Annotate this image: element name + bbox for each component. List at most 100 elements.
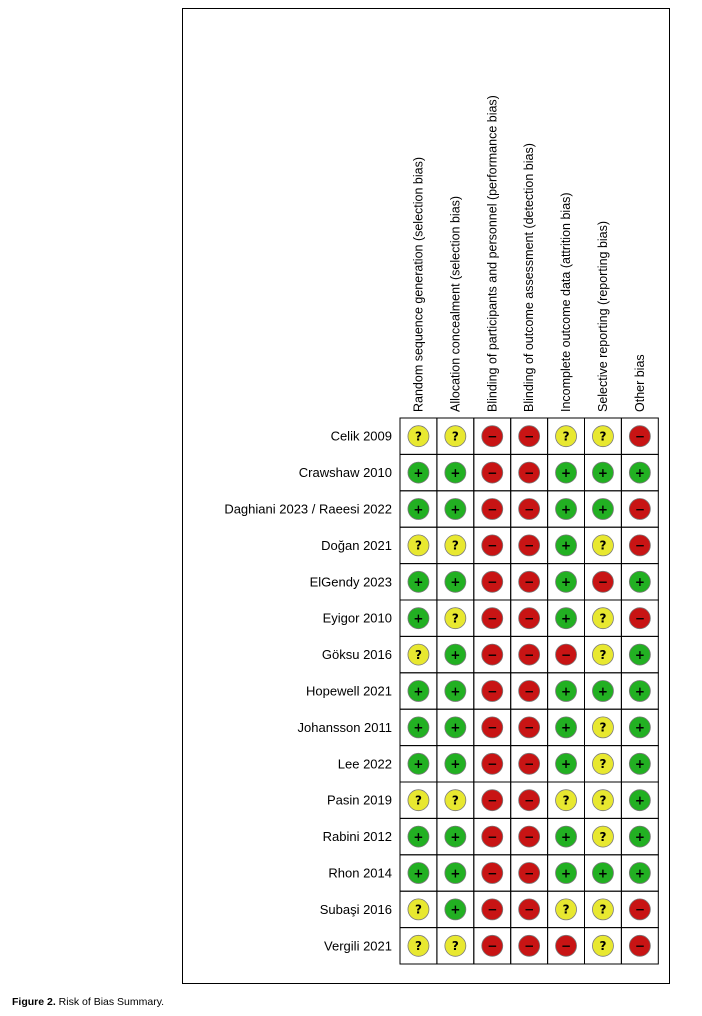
rating-unclear-circle: [444, 534, 467, 557]
rating-high-circle: [481, 716, 504, 739]
rating-unclear-circle: [592, 752, 614, 775]
rating-low-circle: [592, 498, 614, 520]
rating-high-symbol: −: [524, 757, 534, 771]
rating-low-symbol: +: [598, 502, 608, 516]
rating-high-circle: [555, 934, 577, 957]
rating-low-symbol: +: [561, 684, 571, 698]
rating-low-symbol: +: [561, 539, 571, 553]
rating-low-symbol: +: [413, 575, 423, 589]
rating-low-circle: [555, 534, 577, 557]
study-label: Lee 2022: [338, 756, 392, 771]
rating-low-symbol: +: [450, 903, 460, 917]
rating-unclear-symbol: ?: [599, 757, 606, 771]
rating-unclear-symbol: ?: [452, 539, 459, 553]
rating-low-circle: [407, 570, 430, 593]
rating-low-symbol: +: [413, 612, 423, 626]
rating-low-circle: [407, 498, 430, 520]
rating-low-symbol: +: [413, 466, 423, 480]
rating-high-symbol: −: [487, 903, 497, 917]
rating-unclear-circle: [555, 789, 577, 812]
rating-high-circle: [518, 570, 541, 593]
rating-high-symbol: −: [635, 502, 645, 516]
rating-high-circle: [481, 461, 504, 484]
rating-high-symbol: −: [524, 721, 534, 735]
rating-high-symbol: −: [487, 757, 497, 771]
rating-low-symbol: +: [450, 866, 460, 880]
rating-low-symbol: +: [413, 830, 423, 844]
rating-high-symbol: −: [524, 794, 534, 808]
rating-low-symbol: +: [635, 466, 645, 480]
study-label: Crawshaw 2010: [299, 465, 392, 480]
rating-low-symbol: +: [561, 757, 571, 771]
rating-unclear-symbol: ?: [599, 539, 606, 553]
rating-high-circle: [481, 934, 504, 957]
chart-frame: [182, 8, 670, 984]
rating-unclear-symbol: ?: [599, 830, 606, 844]
study-label: Hopewell 2021: [306, 684, 392, 699]
rating-low-symbol: +: [635, 721, 645, 735]
rating-low-symbol: +: [635, 575, 645, 589]
caption-text: Risk of Bias Summary.: [55, 996, 165, 1008]
rating-high-symbol: −: [524, 648, 534, 662]
rating-low-circle: [444, 461, 467, 484]
study-label: Celik 2009: [331, 429, 392, 444]
column-label: Incomplete outcome data (attrition bias): [559, 192, 573, 412]
rating-high-circle: [518, 461, 541, 484]
column-label: Blinding of participants and personnel (…: [485, 95, 499, 412]
rating-low-circle: [444, 680, 467, 702]
rating-low-symbol: +: [450, 575, 460, 589]
rating-low-circle: [628, 789, 651, 812]
rating-unclear-symbol: ?: [415, 939, 422, 953]
rating-low-circle: [444, 570, 467, 593]
rating-low-symbol: +: [561, 502, 571, 516]
rating-high-circle: [518, 752, 541, 775]
rating-low-symbol: +: [413, 757, 423, 771]
rating-unclear-symbol: ?: [599, 612, 606, 626]
rating-low-symbol: +: [635, 757, 645, 771]
rating-unclear-symbol: ?: [452, 612, 459, 626]
study-label: Pasin 2019: [327, 793, 392, 808]
rating-unclear-symbol: ?: [452, 430, 459, 444]
rating-high-circle: [481, 862, 504, 884]
rating-high-circle: [481, 680, 504, 702]
rating-high-circle: [518, 643, 541, 666]
rating-unclear-circle: [555, 425, 577, 448]
rating-high-circle: [628, 898, 651, 921]
rating-high-circle: [481, 607, 504, 630]
rating-low-circle: [444, 643, 467, 666]
rating-unclear-circle: [592, 425, 614, 448]
rating-low-circle: [628, 752, 651, 775]
rating-unclear-symbol: ?: [415, 430, 422, 444]
rating-unclear-circle: [592, 934, 614, 957]
rating-low-circle: [407, 752, 430, 775]
rating-high-circle: [628, 425, 651, 448]
rating-unclear-circle: [407, 934, 430, 957]
rating-high-circle: [481, 425, 504, 448]
rating-low-circle: [555, 461, 577, 484]
rating-low-circle: [444, 898, 467, 921]
rating-low-circle: [555, 752, 577, 775]
rating-low-circle: [444, 752, 467, 775]
rating-unclear-symbol: ?: [599, 721, 606, 735]
rating-low-symbol: +: [635, 794, 645, 808]
rating-high-symbol: −: [524, 903, 534, 917]
rating-high-circle: [481, 898, 504, 921]
rating-low-circle: [555, 607, 577, 630]
rating-unclear-symbol: ?: [563, 794, 570, 808]
rating-unclear-symbol: ?: [415, 539, 422, 553]
rating-low-symbol: +: [450, 648, 460, 662]
rating-unclear-circle: [592, 534, 614, 557]
rating-unclear-circle: [592, 789, 614, 812]
rating-high-circle: [518, 607, 541, 630]
rating-low-symbol: +: [598, 684, 608, 698]
rating-high-circle: [518, 825, 541, 848]
rating-low-symbol: +: [561, 575, 571, 589]
rating-unclear-circle: [592, 643, 614, 666]
rating-high-circle: [592, 570, 614, 593]
rating-high-circle: [628, 534, 651, 557]
rating-high-symbol: −: [524, 939, 534, 953]
rating-low-circle: [407, 607, 430, 630]
rating-unclear-symbol: ?: [415, 903, 422, 917]
rating-unclear-symbol: ?: [452, 794, 459, 808]
study-label: ElGendy 2023: [310, 574, 392, 589]
